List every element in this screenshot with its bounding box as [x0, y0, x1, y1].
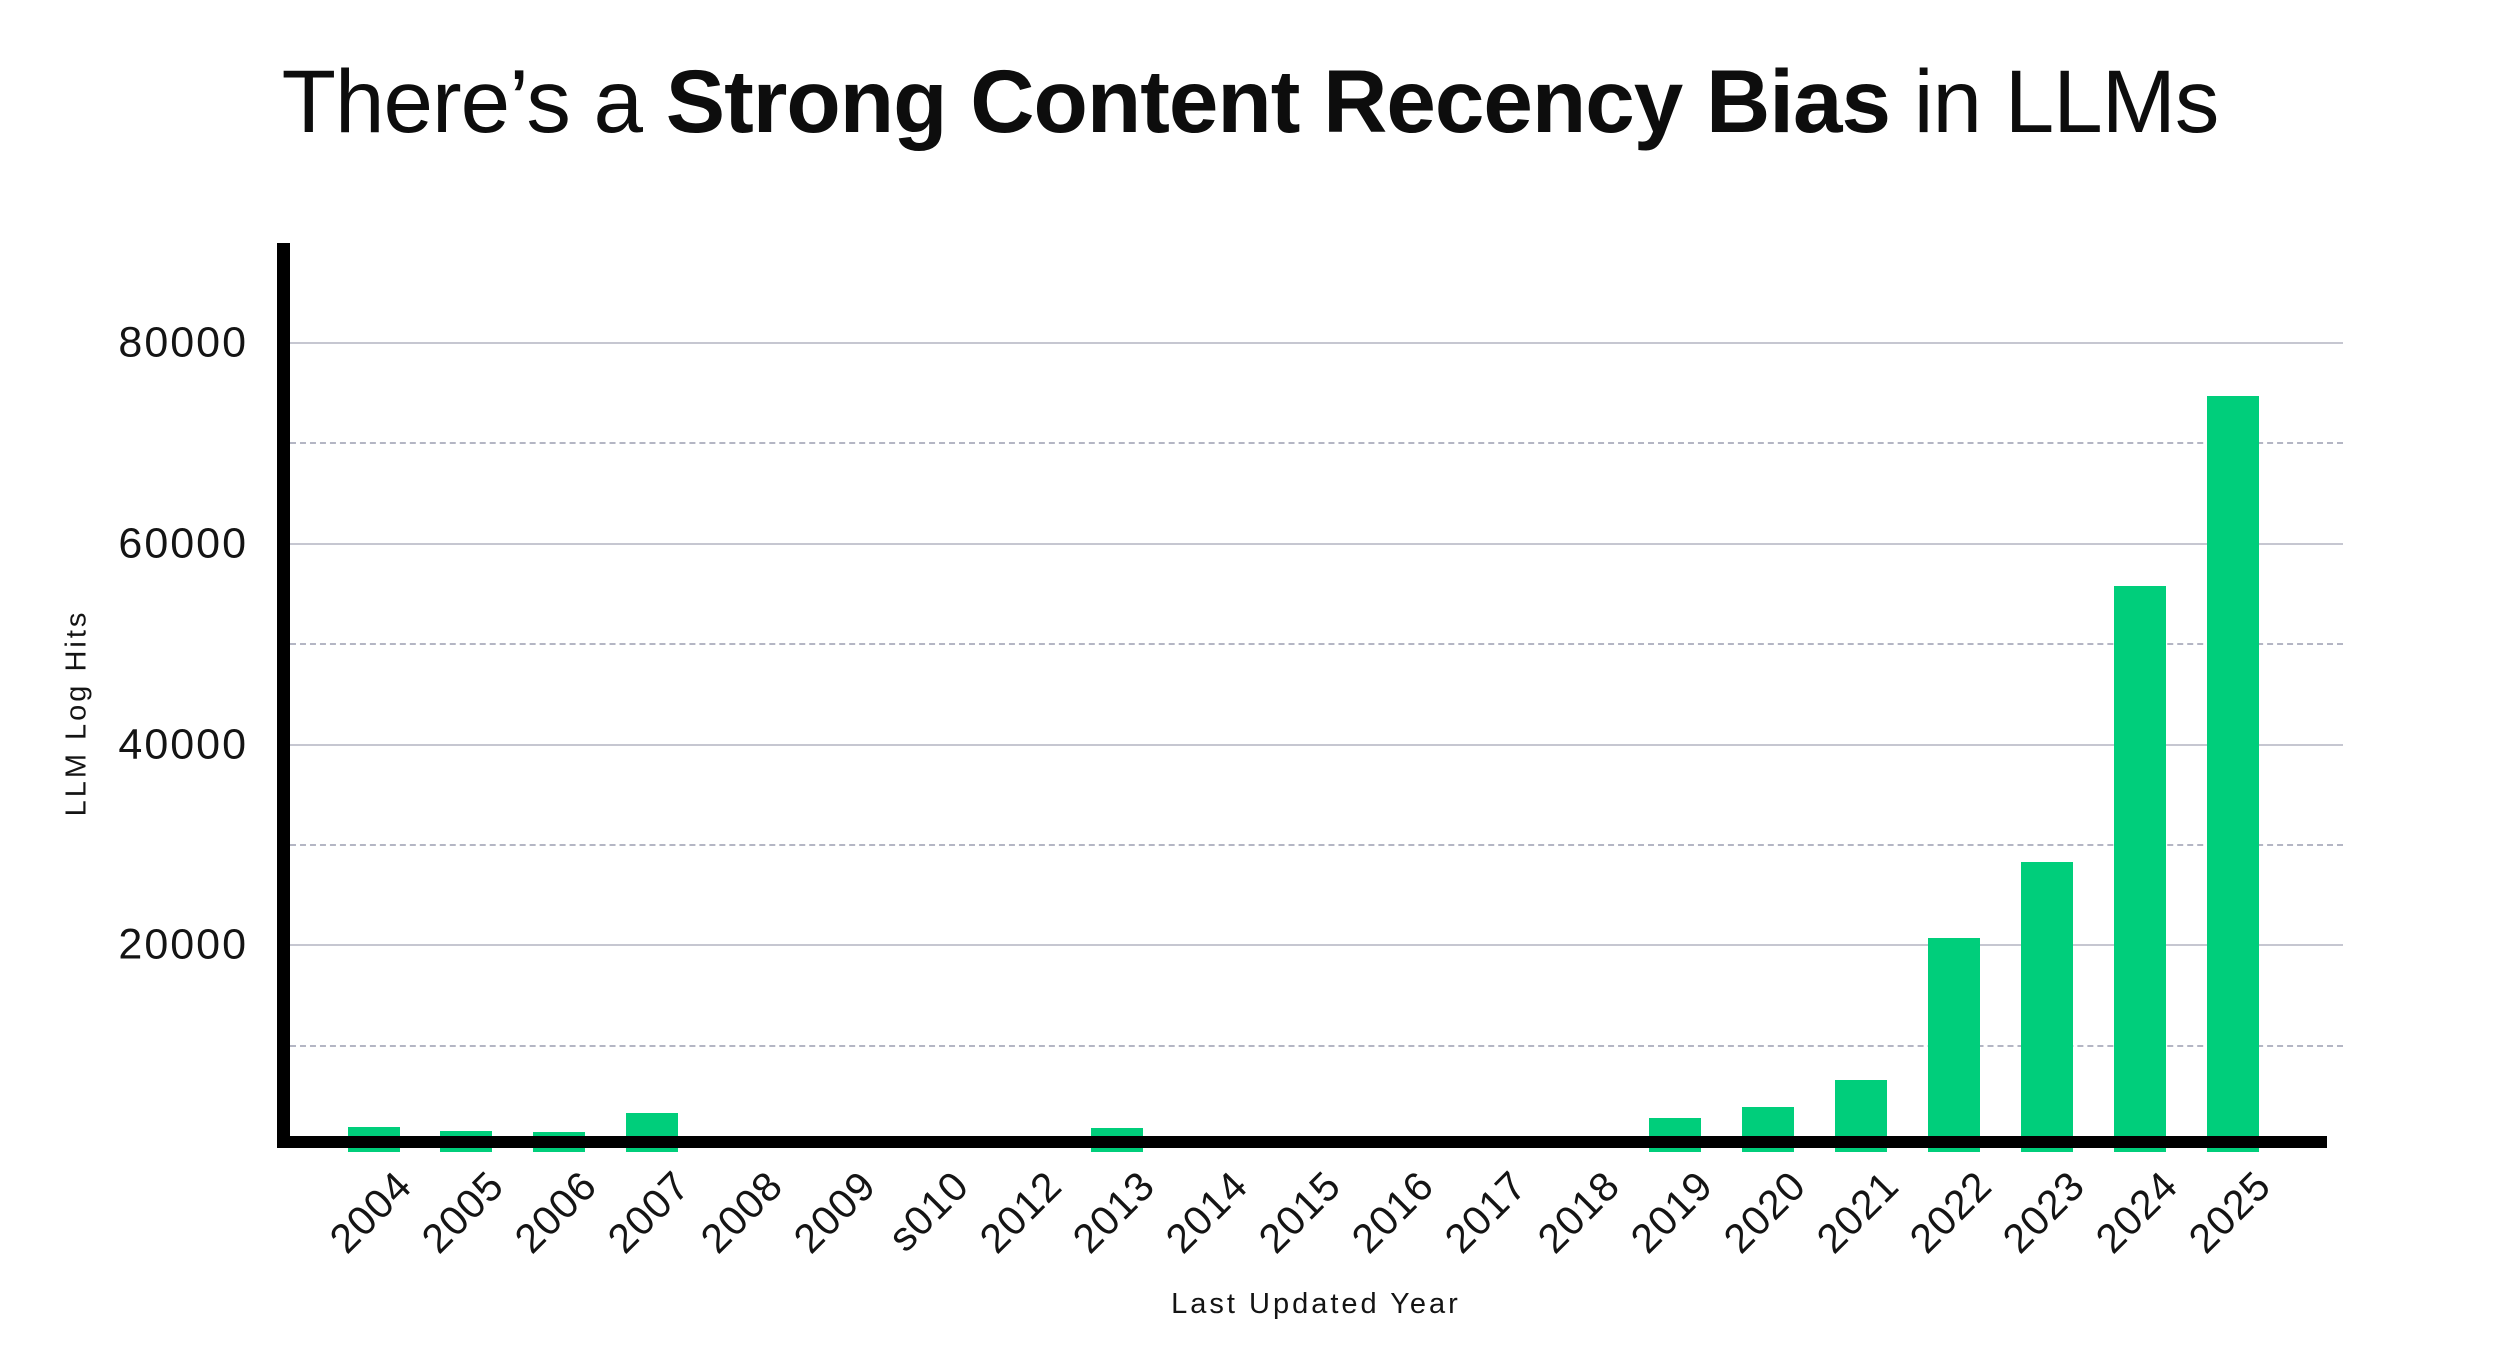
x-tick-label-2023: 2023	[1993, 1162, 2094, 1262]
y-tick-label-80000: 80000	[118, 318, 248, 367]
x-tick-label-2008: 2008	[692, 1162, 792, 1262]
x-axis-title: Last Updated Year	[1171, 1288, 1461, 1320]
bar-2022	[1928, 938, 1981, 1152]
bar-2023	[2021, 861, 2074, 1152]
gridline-major-60000	[290, 542, 2343, 545]
gridline-minor-70000	[290, 442, 2343, 445]
y-axis-spine	[277, 243, 290, 1148]
gridline-major-80000	[290, 342, 2343, 344]
chart-title-prefix: There’s a	[281, 51, 666, 151]
x-tick-label-2005: 2005	[413, 1162, 513, 1262]
x-tick-label-2021: 2021	[1807, 1162, 1908, 1262]
y-axis-title: LLM Log Hits	[60, 609, 93, 817]
y-tick-label-20000: 20000	[118, 920, 248, 969]
x-tick-label-2006: 2006	[506, 1162, 606, 1262]
x-tick-label-s010: s010	[879, 1162, 978, 1261]
gridline-minor-30000	[290, 843, 2343, 846]
x-tick-label-2018: 2018	[1528, 1162, 1629, 1262]
x-axis-spine	[277, 1136, 2327, 1148]
gridline-major-20000	[290, 944, 2343, 947]
gridline-minor-50000	[290, 643, 2343, 646]
x-tick-label-2004: 2004	[320, 1162, 421, 1262]
chart-title-emphasis: Strong Content Recency Bias	[665, 51, 1891, 151]
x-tick-label-2020: 2020	[1714, 1162, 1815, 1262]
bar-2024	[2114, 585, 2167, 1152]
bar-2025	[2207, 396, 2259, 1152]
gridline-minor-10000	[290, 1044, 2343, 1047]
x-tick-label-2024: 2024	[2086, 1162, 2187, 1262]
x-tick-label-2016: 2016	[1342, 1162, 1443, 1262]
x-tick-label-2009: 2009	[785, 1162, 885, 1262]
x-tick-label-2019: 2019	[1621, 1162, 1722, 1262]
x-tick-label-2017: 2017	[1435, 1162, 1536, 1262]
x-tick-label-2025: 2025	[2179, 1162, 2280, 1262]
chart-title-suffix: in LLMs	[1889, 51, 2220, 151]
x-tick-label-2013: 2013	[1063, 1162, 1164, 1262]
y-tick-label-40000: 40000	[118, 720, 248, 768]
x-tick-label-2014: 2014	[1156, 1162, 1257, 1262]
y-tick-label-60000: 60000	[118, 519, 248, 568]
x-tick-label-2022: 2022	[1900, 1162, 2001, 1262]
chart-title: There’s a Strong Content Recency Bias in…	[0, 50, 2500, 152]
x-tick-label-2015: 2015	[1249, 1162, 1350, 1262]
gridline-major-40000	[290, 743, 2343, 746]
x-tick-label-2012: 2012	[970, 1162, 1071, 1262]
x-tick-label-2007: 2007	[599, 1162, 699, 1262]
